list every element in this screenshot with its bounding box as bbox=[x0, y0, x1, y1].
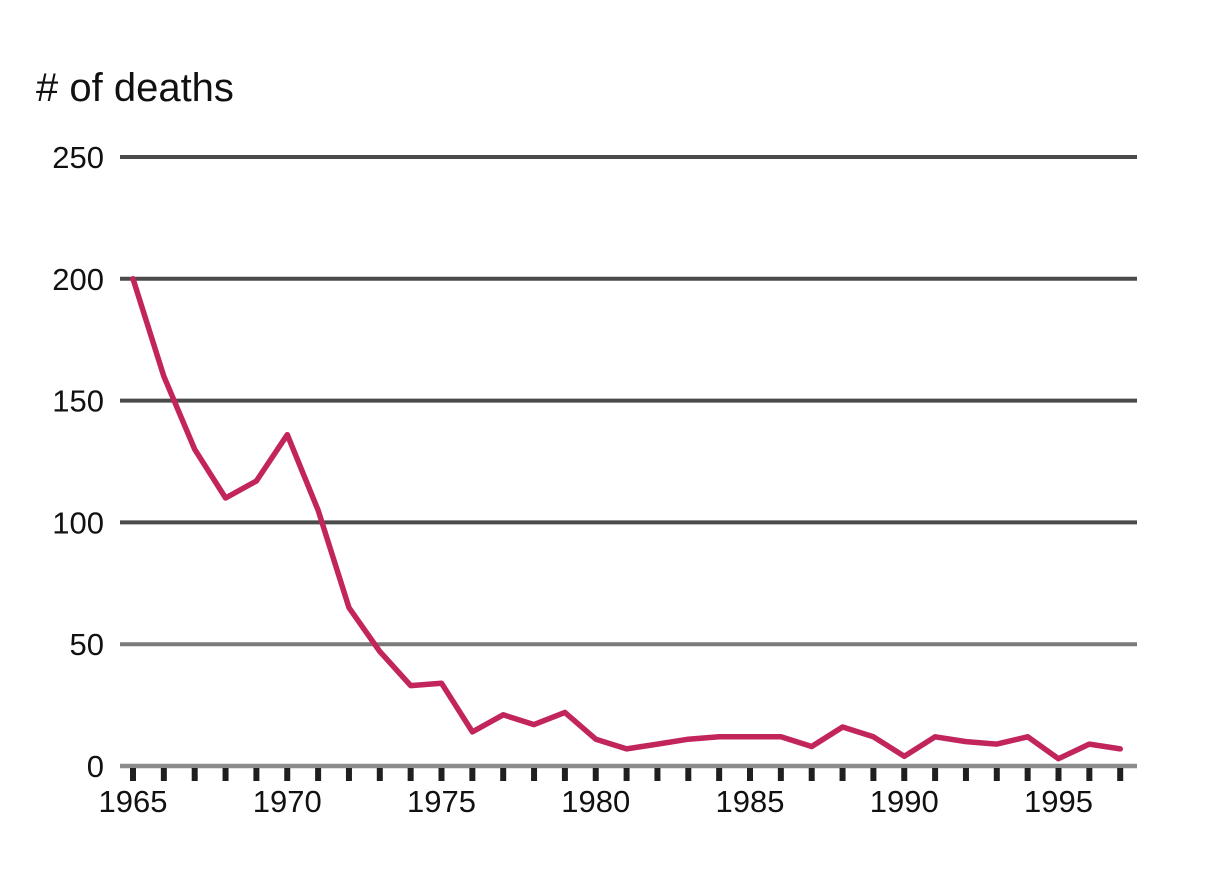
x-tick-label-1970: 1970 bbox=[253, 784, 322, 819]
y-tick-label-0: 0 bbox=[87, 749, 104, 784]
chart-title: # of deaths bbox=[36, 66, 234, 110]
x-tick-label-1980: 1980 bbox=[561, 784, 630, 819]
data-line--of-deaths bbox=[130, 276, 1123, 762]
x-tick-label-1975: 1975 bbox=[407, 784, 476, 819]
x-tick-label-1995: 1995 bbox=[1024, 784, 1093, 819]
y-tick-label-50: 50 bbox=[70, 627, 104, 662]
x-tick-label-1990: 1990 bbox=[870, 784, 939, 819]
x-tick-label-1985: 1985 bbox=[716, 784, 785, 819]
x-tick-label-1965: 1965 bbox=[99, 784, 168, 819]
y-tick-label-150: 150 bbox=[52, 384, 104, 419]
y-tick-label-250: 250 bbox=[52, 140, 104, 175]
y-tick-label-200: 200 bbox=[52, 262, 104, 297]
y-tick-label-100: 100 bbox=[52, 505, 104, 540]
